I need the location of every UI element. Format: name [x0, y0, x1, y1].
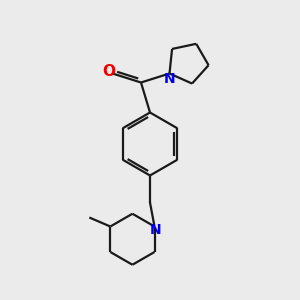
Text: N: N	[164, 72, 175, 86]
Text: N: N	[150, 223, 162, 236]
Text: O: O	[102, 64, 116, 80]
